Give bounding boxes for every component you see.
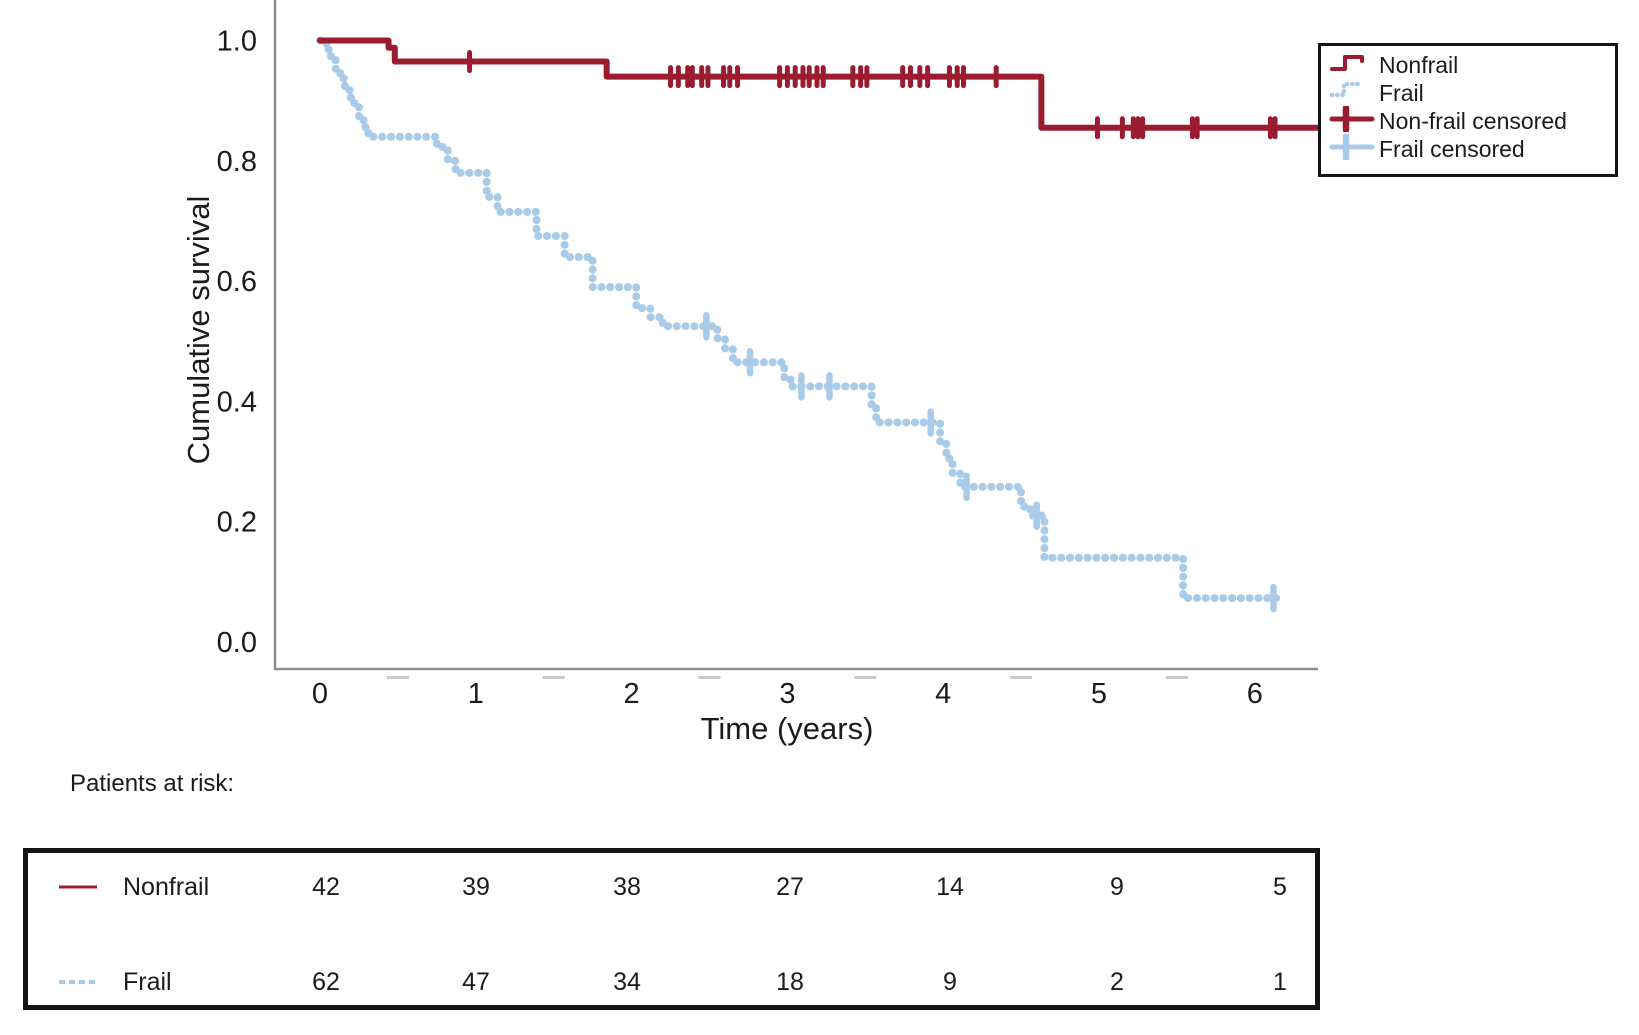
- y-tick-label: 0.0: [217, 627, 257, 659]
- risk-value: 39: [462, 873, 490, 901]
- censored-plus-swatch-icon: [1329, 104, 1375, 133]
- risk-value: 62: [312, 968, 340, 996]
- risk-row-frail: Frail 62 47 34 18 9 2 1: [28, 966, 1315, 998]
- x-axis-minor-tick: [698, 676, 721, 679]
- x-tick-label: 5: [1091, 678, 1107, 710]
- legend-item-non-frail-censored: Non-frail censored: [1329, 104, 1615, 135]
- y-tick-label: 1.0: [217, 26, 257, 58]
- x-axis-minor-tick: [1165, 676, 1188, 679]
- risk-value: 5: [1273, 873, 1287, 901]
- x-tick-label: 0: [312, 678, 328, 710]
- axis-lines: [273, 0, 1318, 671]
- risk-row-nonfrail: Nonfrail 42 39 38 27 14 9 5: [28, 871, 1315, 903]
- x-tick-label: 4: [935, 678, 951, 710]
- y-tick-label: 0.4: [217, 386, 257, 418]
- y-tick-label: 0.6: [217, 266, 257, 298]
- x-tick-label: 2: [624, 678, 640, 710]
- step-line-swatch-icon: [1330, 54, 1364, 71]
- risk-table-title: Patients at risk:: [70, 770, 235, 797]
- legend-item-nonfrail: Nonfrail: [1329, 51, 1615, 79]
- risk-row-label: Frail: [123, 968, 172, 996]
- x-tick-label: 1: [468, 678, 484, 710]
- risk-value: 27: [776, 873, 804, 901]
- risk-row-label: Nonfrail: [123, 873, 210, 901]
- legend-item-frail-censored: Frail censored: [1329, 132, 1615, 163]
- y-tick-label: 0.2: [217, 507, 257, 539]
- x-axis-minor-tick: [542, 676, 565, 679]
- nonfrail-curve: [317, 37, 1321, 131]
- y-tick-label: 0.8: [217, 146, 257, 178]
- risk-value: 9: [943, 968, 957, 996]
- legend: Nonfrail Frail Non-frail censored Frail cen…: [1318, 43, 1618, 177]
- risk-table: Nonfrail 42 39 38 27 14 9 5 Frail 62 47 34 18 9 2 1: [23, 848, 1320, 1010]
- legend-item-frail: Frail: [1329, 79, 1615, 107]
- x-axis-minor-tick: [1010, 676, 1033, 679]
- risk-value: 38: [613, 873, 641, 901]
- x-tick-label: 6: [1247, 678, 1263, 710]
- legend-label: Frail censored: [1379, 135, 1525, 162]
- risk-value: 2: [1110, 968, 1124, 996]
- risk-value: 34: [613, 968, 641, 996]
- risk-value: 14: [936, 873, 964, 901]
- x-axis-title: Time (years): [700, 711, 874, 746]
- legend-label: Non-frail censored: [1379, 107, 1567, 134]
- y-axis-title: Cumulative survival: [181, 195, 216, 465]
- x-axis-minor-tick: [386, 676, 409, 679]
- legend-label: Nonfrail: [1379, 51, 1459, 78]
- x-tick-label: 3: [779, 678, 795, 710]
- dotted-step-line-swatch-icon: [1329, 81, 1363, 97]
- risk-value: 42: [312, 873, 340, 901]
- legend-label: Frail: [1379, 79, 1424, 106]
- risk-value: 9: [1110, 873, 1124, 901]
- risk-value: 1: [1273, 968, 1287, 996]
- frail-curve: [316, 36, 1284, 603]
- x-axis-minor-tick: [854, 676, 877, 679]
- censored-plus-swatch-icon: [1329, 132, 1375, 161]
- solid-line-swatch-icon: [59, 885, 97, 889]
- risk-value: 47: [462, 968, 490, 996]
- dashed-line-swatch-icon: [59, 980, 99, 984]
- risk-value: 18: [776, 968, 804, 996]
